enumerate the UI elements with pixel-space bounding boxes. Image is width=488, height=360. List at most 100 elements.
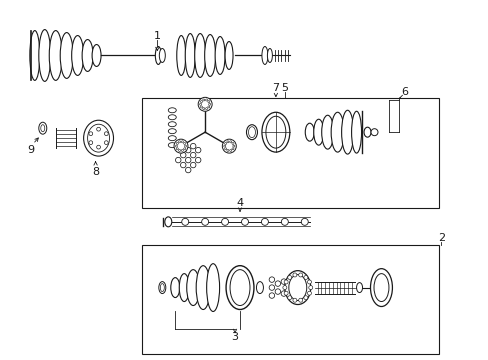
Ellipse shape [201, 219, 208, 225]
Ellipse shape [303, 296, 307, 300]
Ellipse shape [256, 282, 263, 293]
Ellipse shape [287, 275, 291, 279]
Ellipse shape [168, 129, 176, 134]
Ellipse shape [232, 145, 234, 147]
Ellipse shape [229, 270, 249, 306]
Ellipse shape [203, 99, 204, 101]
Ellipse shape [176, 36, 185, 75]
Ellipse shape [298, 273, 302, 277]
Ellipse shape [89, 141, 93, 144]
Ellipse shape [39, 30, 51, 81]
Ellipse shape [203, 108, 204, 109]
Ellipse shape [199, 103, 201, 105]
Ellipse shape [224, 143, 226, 144]
Ellipse shape [185, 147, 191, 153]
Ellipse shape [168, 115, 176, 120]
Ellipse shape [60, 32, 73, 78]
Ellipse shape [229, 149, 231, 152]
Ellipse shape [168, 136, 176, 141]
Ellipse shape [185, 157, 191, 163]
Ellipse shape [301, 219, 307, 225]
Text: 9: 9 [27, 145, 34, 155]
Ellipse shape [373, 274, 388, 302]
Ellipse shape [292, 273, 296, 277]
Ellipse shape [181, 149, 183, 152]
Ellipse shape [282, 285, 286, 289]
Ellipse shape [92, 45, 101, 67]
Ellipse shape [288, 275, 306, 301]
Ellipse shape [185, 167, 191, 173]
Ellipse shape [104, 141, 108, 144]
Ellipse shape [224, 41, 233, 69]
Ellipse shape [181, 141, 183, 143]
Ellipse shape [178, 149, 180, 152]
Ellipse shape [184, 145, 186, 147]
Ellipse shape [215, 37, 224, 75]
Text: 2: 2 [437, 233, 444, 243]
Ellipse shape [207, 101, 209, 103]
Text: 5: 5 [281, 84, 288, 93]
Ellipse shape [175, 157, 181, 163]
Ellipse shape [155, 46, 161, 64]
Ellipse shape [39, 122, 47, 134]
Ellipse shape [168, 122, 176, 127]
Ellipse shape [41, 125, 45, 132]
Ellipse shape [221, 219, 228, 225]
Ellipse shape [190, 162, 196, 168]
Ellipse shape [178, 141, 180, 143]
Ellipse shape [205, 99, 207, 101]
Ellipse shape [275, 289, 280, 294]
Ellipse shape [241, 219, 248, 225]
Ellipse shape [226, 141, 228, 143]
Ellipse shape [281, 279, 286, 284]
Ellipse shape [231, 143, 233, 144]
Ellipse shape [183, 148, 185, 150]
Ellipse shape [182, 219, 188, 225]
Ellipse shape [224, 148, 226, 150]
Ellipse shape [261, 219, 268, 225]
Ellipse shape [97, 127, 100, 131]
Ellipse shape [370, 129, 377, 136]
Ellipse shape [89, 132, 93, 136]
Ellipse shape [298, 298, 302, 302]
Ellipse shape [268, 293, 274, 298]
Ellipse shape [30, 31, 40, 80]
Ellipse shape [307, 291, 311, 295]
Ellipse shape [82, 40, 93, 71]
Text: 3: 3 [231, 332, 238, 342]
Text: 7: 7 [272, 84, 279, 93]
Ellipse shape [292, 298, 296, 302]
Text: 8: 8 [92, 167, 99, 177]
Bar [142, 245, 438, 354]
Ellipse shape [159, 282, 165, 293]
Ellipse shape [170, 278, 180, 298]
Ellipse shape [321, 115, 333, 149]
Ellipse shape [231, 148, 233, 150]
Ellipse shape [198, 97, 212, 111]
Ellipse shape [175, 145, 177, 147]
Ellipse shape [185, 33, 195, 77]
Ellipse shape [330, 112, 344, 152]
Ellipse shape [200, 101, 202, 103]
Ellipse shape [246, 125, 257, 140]
Ellipse shape [180, 152, 185, 158]
Ellipse shape [341, 110, 353, 154]
Ellipse shape [351, 111, 361, 153]
Ellipse shape [176, 148, 178, 150]
Ellipse shape [308, 285, 312, 289]
Ellipse shape [204, 35, 215, 76]
Ellipse shape [248, 127, 255, 138]
Ellipse shape [168, 143, 176, 148]
Ellipse shape [287, 296, 291, 300]
Ellipse shape [363, 127, 370, 137]
Ellipse shape [303, 275, 307, 279]
Text: 1: 1 [154, 31, 161, 41]
Ellipse shape [224, 145, 225, 147]
Ellipse shape [194, 33, 205, 77]
Ellipse shape [305, 123, 314, 141]
Text: 6: 6 [400, 87, 407, 97]
Ellipse shape [164, 217, 171, 227]
Ellipse shape [262, 112, 289, 152]
Ellipse shape [268, 285, 274, 290]
Ellipse shape [285, 271, 310, 305]
